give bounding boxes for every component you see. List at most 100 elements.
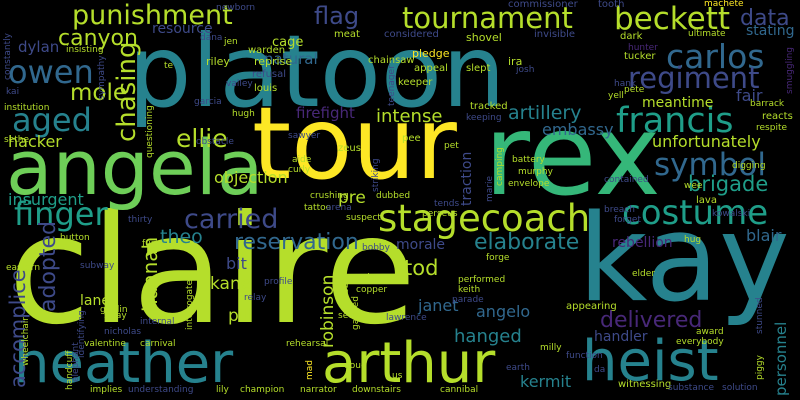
word-pet: pet xyxy=(444,141,459,151)
word-implies: implies xyxy=(90,385,123,395)
word-angela: angela xyxy=(6,123,264,212)
word-elder: elder xyxy=(632,269,655,279)
word-intense: intense xyxy=(376,106,443,127)
word-cage: cage xyxy=(272,35,304,50)
word-canyon: canyon xyxy=(58,26,138,51)
word-kay: kay xyxy=(578,190,790,329)
word-valentine: valentine xyxy=(84,339,126,349)
word-carried: carried xyxy=(184,204,279,235)
word-handler: handler xyxy=(594,329,648,345)
word-reservation: reservation xyxy=(234,230,359,255)
word-cannibal: cannibal xyxy=(440,385,479,395)
word-marie: marie xyxy=(485,175,495,202)
word-hank: hank xyxy=(614,79,637,89)
word-carnival: carnival xyxy=(140,339,176,349)
word-punishment: punishment xyxy=(72,0,233,31)
word-kermit: kermit xyxy=(520,372,572,391)
word-shovel: shovel xyxy=(466,31,502,44)
word-ira: ira xyxy=(508,55,523,68)
word-chasing: chasing xyxy=(112,41,142,142)
word-bit: bit xyxy=(226,254,247,273)
word-jen: jen xyxy=(224,37,238,47)
word-institution: institution xyxy=(4,103,50,113)
word-finger: finger xyxy=(14,195,108,233)
word-refusal: refusal xyxy=(252,69,287,80)
word-flag: flag xyxy=(314,2,360,30)
word-narrator: narrator xyxy=(300,385,337,395)
word-pledge: pledge xyxy=(412,47,450,60)
word-profile: profile xyxy=(264,277,293,287)
word-tucker: tucker xyxy=(624,51,656,62)
word-data: data xyxy=(740,6,790,31)
word-janet: janet xyxy=(418,296,459,315)
word-reprise: reprise xyxy=(254,55,293,68)
word-kowalski: kowalski xyxy=(712,209,751,219)
word-pre: pre xyxy=(338,188,366,208)
word-mole: mole xyxy=(70,80,128,106)
word-kai: kai xyxy=(6,87,20,97)
word-barrack: barrack xyxy=(750,99,785,109)
word-lily: lily xyxy=(216,385,229,395)
word-rebellion: rebellion xyxy=(612,235,673,251)
word-interrogated: interrogated xyxy=(185,274,195,330)
word-striking: striking xyxy=(371,158,381,192)
word-performed: performed xyxy=(458,275,506,285)
word-yell: yell xyxy=(608,91,624,101)
word-robinson: robinson xyxy=(318,274,338,348)
word-battery: battery xyxy=(512,155,545,165)
word-respite: respite xyxy=(756,123,788,133)
word-arthur: arthur xyxy=(322,331,496,396)
word-perseus: perseus xyxy=(422,209,458,219)
word-riley: riley xyxy=(206,55,230,68)
word-milly: milly xyxy=(540,343,562,353)
word-champion: champion xyxy=(240,385,285,395)
word-piggy: piggy xyxy=(755,355,765,380)
word-tooth: tooth xyxy=(598,0,625,10)
word-considered: considered xyxy=(384,29,439,40)
word-gagged: gagged xyxy=(351,296,361,330)
word-internal: internal xyxy=(140,317,175,327)
word-regiment: regiment xyxy=(628,61,760,95)
word-aged: aged xyxy=(12,101,92,139)
word-ellie: ellie xyxy=(176,124,228,153)
word-tournament: tournament xyxy=(402,1,573,35)
word-envelope: envelope xyxy=(508,179,550,189)
word-secret: secret xyxy=(338,311,366,321)
word-tour: tour xyxy=(252,85,457,202)
word-hunter: hunter xyxy=(628,43,658,53)
word-angelo: angelo xyxy=(476,302,531,321)
word-stagecoach: stagecoach xyxy=(378,197,591,240)
word-carlos: carlos xyxy=(666,37,765,76)
word-invisible: invisible xyxy=(534,29,576,40)
word-resource: resource xyxy=(152,21,213,37)
word-copper: copper xyxy=(356,285,388,295)
word-hanged: hanged xyxy=(454,326,522,347)
word-pee: pee xyxy=(402,133,421,144)
word-aide: aide xyxy=(292,155,312,165)
word-hacker: hacker xyxy=(8,132,62,151)
word-downstairs: downstairs xyxy=(352,385,401,395)
word-heather: heather xyxy=(14,331,234,396)
word-us: us xyxy=(392,371,403,381)
word-lane: lane xyxy=(80,293,110,309)
word-bobby: bobby xyxy=(362,243,390,253)
word-meat: meat xyxy=(334,29,360,40)
word-costume: costume xyxy=(622,193,769,233)
word-witnessing: witnessing xyxy=(618,379,672,390)
word-poisoned: poisoned xyxy=(356,273,397,283)
word-meantime: meantime xyxy=(642,95,714,111)
word-pill: pill xyxy=(228,306,253,326)
word-arena: arena xyxy=(326,203,352,213)
word-doug: doug xyxy=(344,361,367,371)
word-thirty: thirty xyxy=(128,215,153,225)
word-beckett: beckett xyxy=(614,1,731,37)
word-rehearsal: rehearsal xyxy=(286,339,329,349)
word-keith: keith xyxy=(458,285,481,295)
word-stating: stating xyxy=(746,23,795,39)
word-appearing: appearing xyxy=(566,301,617,312)
word-louis: louis xyxy=(254,83,278,94)
word-unfortunately: unfortunately xyxy=(652,132,761,151)
word-obstacle: obstacle xyxy=(196,137,234,147)
word-stray: stray xyxy=(104,311,127,321)
